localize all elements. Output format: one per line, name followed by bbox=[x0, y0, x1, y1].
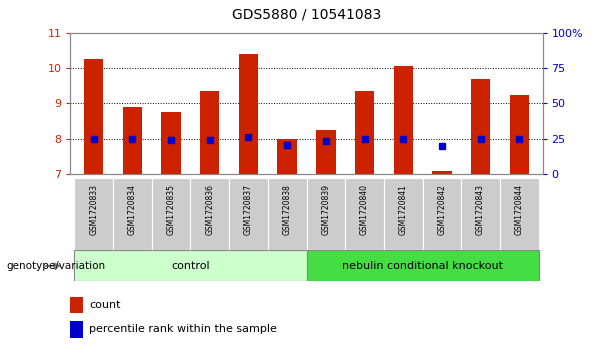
Bar bbox=[70, 321, 83, 338]
Bar bbox=[191, 178, 229, 250]
Bar bbox=[229, 178, 268, 250]
Text: nebulin conditional knockout: nebulin conditional knockout bbox=[342, 261, 503, 271]
Bar bbox=[70, 297, 83, 313]
Bar bbox=[74, 178, 113, 250]
Text: GSM1720837: GSM1720837 bbox=[244, 184, 253, 234]
Bar bbox=[268, 178, 306, 250]
Bar bbox=[316, 130, 335, 174]
Bar bbox=[84, 59, 104, 174]
Text: GSM1720838: GSM1720838 bbox=[283, 184, 292, 234]
Text: GSM1720836: GSM1720836 bbox=[205, 184, 215, 234]
Text: GSM1720835: GSM1720835 bbox=[167, 184, 175, 234]
Bar bbox=[394, 66, 413, 174]
Bar bbox=[500, 178, 539, 250]
Bar bbox=[113, 178, 152, 250]
Bar bbox=[345, 178, 384, 250]
Bar bbox=[422, 178, 461, 250]
Bar bbox=[200, 91, 219, 174]
Bar bbox=[471, 79, 490, 174]
Text: count: count bbox=[89, 300, 120, 310]
Text: genotype/variation: genotype/variation bbox=[6, 261, 105, 271]
Bar bbox=[461, 178, 500, 250]
Bar bbox=[384, 178, 422, 250]
Bar bbox=[432, 171, 452, 174]
Bar bbox=[278, 139, 297, 174]
Text: GSM1720833: GSM1720833 bbox=[89, 184, 98, 234]
Text: GSM1720843: GSM1720843 bbox=[476, 184, 485, 234]
Text: control: control bbox=[171, 261, 210, 271]
Bar bbox=[306, 178, 345, 250]
Text: GDS5880 / 10541083: GDS5880 / 10541083 bbox=[232, 8, 381, 22]
Text: GSM1720840: GSM1720840 bbox=[360, 184, 369, 234]
Bar bbox=[509, 95, 529, 174]
Bar bbox=[123, 107, 142, 174]
Bar bbox=[306, 250, 539, 281]
Text: GSM1720839: GSM1720839 bbox=[321, 184, 330, 234]
Bar bbox=[161, 112, 181, 174]
Bar bbox=[152, 178, 191, 250]
Text: GSM1720834: GSM1720834 bbox=[128, 184, 137, 234]
Text: GSM1720844: GSM1720844 bbox=[515, 184, 524, 234]
Text: GSM1720842: GSM1720842 bbox=[438, 184, 446, 234]
Bar bbox=[239, 54, 258, 174]
Text: percentile rank within the sample: percentile rank within the sample bbox=[89, 325, 276, 334]
Bar bbox=[74, 250, 306, 281]
Text: GSM1720841: GSM1720841 bbox=[398, 184, 408, 234]
Bar bbox=[355, 91, 374, 174]
